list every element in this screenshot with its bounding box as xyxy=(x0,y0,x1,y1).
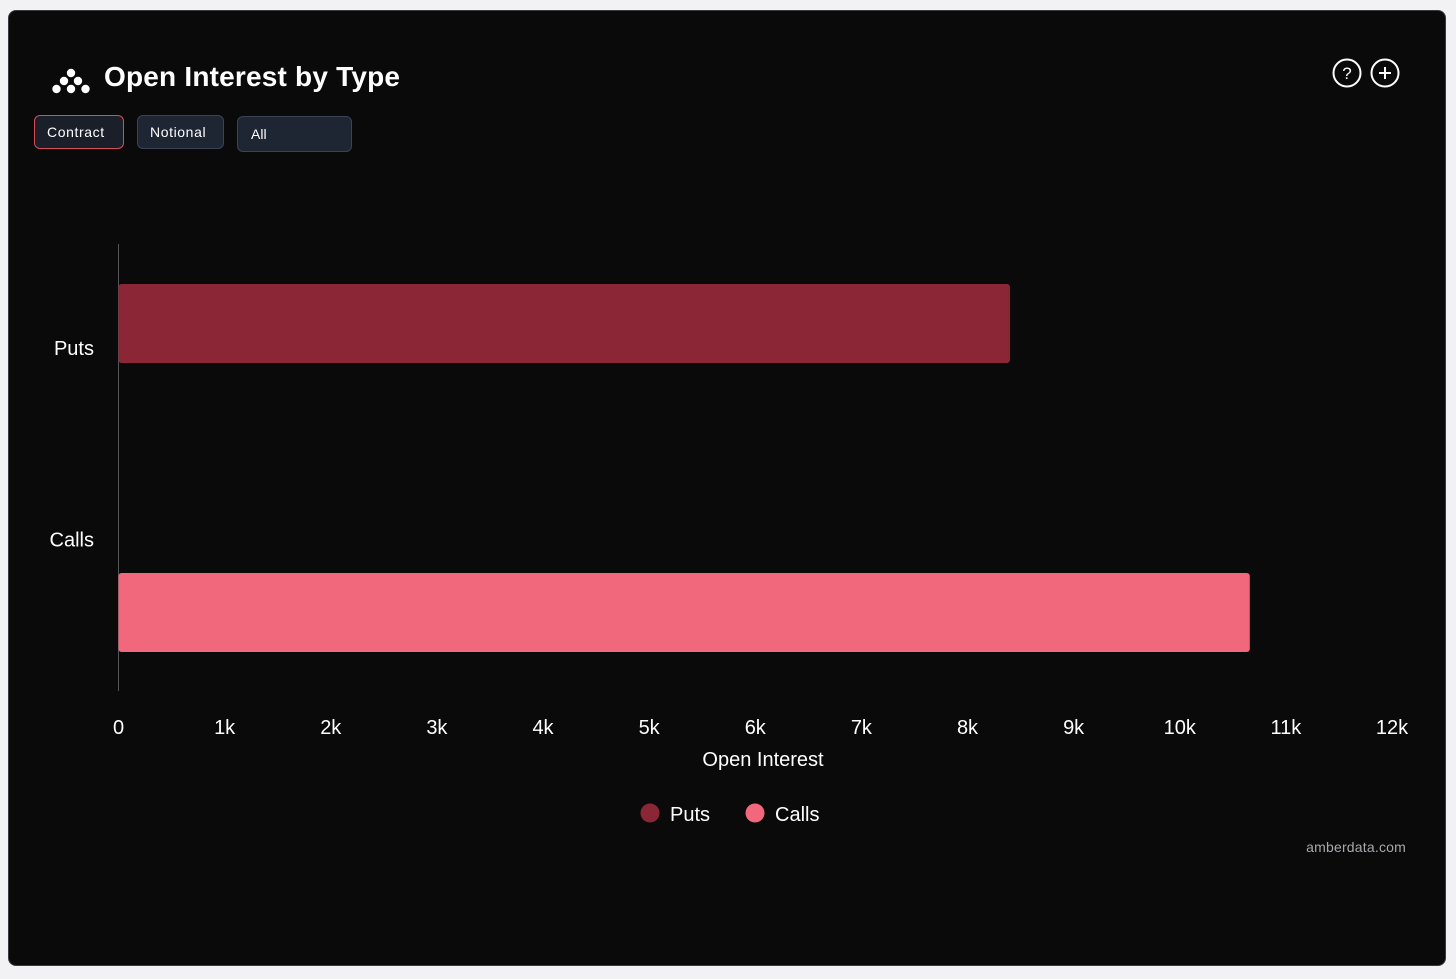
tab-notional[interactable]: Notional xyxy=(137,115,224,149)
legend-label-puts: Puts xyxy=(670,804,710,826)
type-filter-select[interactable]: All xyxy=(237,116,352,152)
bar-puts xyxy=(118,284,1010,363)
x-tick-label: 3k xyxy=(426,717,448,739)
legend-label-calls: Calls xyxy=(775,804,819,826)
add-button[interactable] xyxy=(1370,58,1400,88)
x-tick-label: 9k xyxy=(1063,717,1085,739)
y-tick-label: Calls xyxy=(50,529,94,551)
x-tick-label: 0 xyxy=(113,717,124,739)
question-circle-icon: ? xyxy=(1332,58,1362,88)
x-tick-label: 10k xyxy=(1164,717,1197,739)
legend-marker-puts xyxy=(640,803,660,823)
source-link[interactable]: amberdata.com xyxy=(1306,839,1406,855)
x-tick-label: 4k xyxy=(532,717,554,739)
legend-marker-calls xyxy=(745,803,765,823)
svg-text:?: ? xyxy=(1342,64,1351,83)
y-tick-label: Puts xyxy=(54,338,94,360)
x-tick-label: 12k xyxy=(1376,717,1409,739)
x-tick-label: 5k xyxy=(639,717,661,739)
x-tick-label: 6k xyxy=(745,717,767,739)
x-tick-label: 8k xyxy=(957,717,979,739)
plus-circle-icon xyxy=(1370,58,1400,88)
chart-title: Open Interest by Type xyxy=(104,61,401,92)
amberdata-logo-icon xyxy=(52,68,90,94)
x-tick-label: 11k xyxy=(1270,717,1302,739)
chart-card: Open Interest by Type ? Contract Notiona… xyxy=(8,10,1446,966)
x-tick-label: 2k xyxy=(320,717,342,739)
bar-calls xyxy=(118,573,1250,652)
x-axis-title: Open Interest xyxy=(702,749,824,771)
tab-contract[interactable]: Contract xyxy=(34,115,124,149)
x-tick-label: 7k xyxy=(851,717,873,739)
bar-chart: Puts Calls 0 1k 2k 3k 4k 5k 6k 7k 8k 9k 10k 11k 12k Ope… xyxy=(50,244,1409,826)
x-tick-label: 1k xyxy=(214,717,236,739)
help-button[interactable]: ? xyxy=(1332,58,1362,88)
